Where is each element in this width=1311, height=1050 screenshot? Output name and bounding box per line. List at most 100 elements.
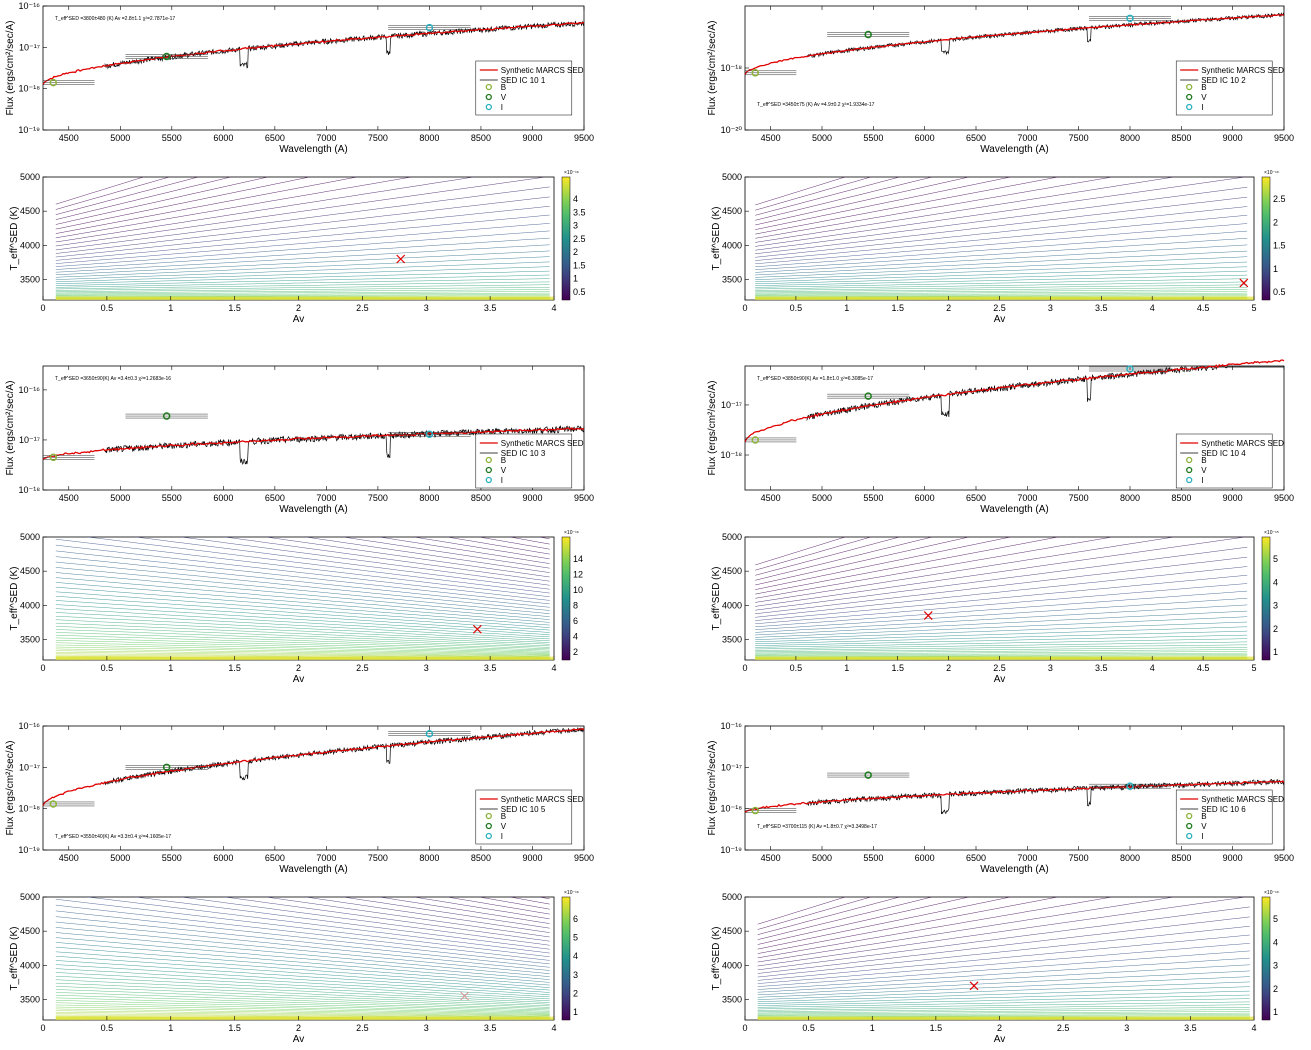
contour-line (55, 629, 550, 648)
contour-line (55, 294, 550, 297)
colorbar-exponent: ×10⁻¹⁶ (564, 170, 579, 176)
x-tick-label: 9500 (1274, 133, 1294, 143)
y-tick-label: 3500 (20, 635, 40, 645)
contour-line (757, 897, 1060, 954)
contour-line (55, 972, 550, 1000)
x-tick-label: 7500 (1069, 853, 1089, 863)
x-tick-label: 0.5 (790, 663, 803, 673)
colorbar-exponent: ×10⁻¹⁶ (564, 890, 579, 896)
y-axis-label: Flux (ergs/cm²/sec/A) (707, 20, 718, 115)
colorbar-tick-label: 2 (573, 247, 578, 257)
contour-line (755, 244, 1248, 273)
x-tick-label: 6500 (265, 133, 285, 143)
x-tick-label: 0.5 (101, 303, 114, 313)
contour-line (445, 897, 550, 915)
contour-line (755, 537, 1114, 599)
x-tick-label: 1 (870, 1023, 875, 1033)
photometry-point-B (751, 69, 760, 77)
x-tick-label: 0 (40, 1023, 45, 1033)
contour-line (757, 897, 1248, 967)
x-tick-label: 7500 (1069, 133, 1089, 143)
y-axis-label: Flux (ergs/cm²/sec/A) (707, 740, 718, 835)
colorbar-tick-label: 4 (573, 951, 578, 961)
y-tick-label: 10⁻²⁰ (721, 125, 743, 135)
contour-line (755, 655, 1248, 657)
x-tick-label: 6500 (966, 853, 986, 863)
contour-line (55, 644, 550, 655)
contour-line (55, 256, 550, 278)
x-tick-label: 2 (946, 663, 951, 673)
x-tick-label: 8500 (471, 133, 491, 143)
contour-line (755, 641, 1248, 650)
colorbar-tick-label: 2 (1273, 984, 1278, 994)
colorbar-tick-label: 14 (573, 554, 583, 564)
contour-line (55, 177, 311, 230)
photometry-point-B (751, 806, 760, 815)
x-tick-label: 8500 (471, 493, 491, 503)
contour-line (755, 256, 1248, 278)
contour-line (755, 626, 1248, 643)
contour-line (55, 287, 550, 293)
contour-line (55, 550, 550, 605)
y-tick-label: 4000 (20, 960, 40, 970)
contour-lines (757, 897, 1254, 1020)
x-tick-label: 3.5 (484, 663, 497, 673)
contour-line (755, 295, 1248, 297)
y-tick-label: 4000 (722, 600, 742, 610)
legend-I-label: I (1201, 103, 1203, 112)
contour-line (377, 897, 550, 924)
contour-line (757, 897, 971, 945)
contour-line (757, 1011, 1250, 1015)
contour-line (755, 177, 1012, 230)
y-tick-label: 10⁻¹⁶ (19, 1, 41, 11)
photometry-point-V (864, 30, 872, 39)
legend-B-swatch (485, 83, 492, 91)
contour-line (55, 205, 550, 258)
legend-B-label: B (501, 812, 506, 821)
y-axis-label: T_eff^SED (K) (9, 207, 20, 271)
contour-line (755, 616, 1248, 638)
x-tick-label: 7000 (316, 133, 336, 143)
x-tick-label: 0 (742, 1023, 747, 1033)
contour-line (55, 177, 200, 215)
contour-line (55, 650, 550, 657)
colorbar-tick-label: 1 (1273, 1007, 1278, 1017)
contour-line (755, 566, 1248, 618)
contour-line (55, 177, 548, 247)
x-tick-label: 4500 (761, 493, 781, 503)
x-tick-label: 3 (1048, 663, 1053, 673)
x-tick-label: 9500 (574, 133, 594, 143)
x-tick-label: 5000 (812, 493, 832, 503)
x-axis-label: Wavelength (A) (279, 504, 348, 515)
contour-line (755, 177, 872, 211)
colorbar (561, 896, 571, 1021)
contour-line (341, 897, 550, 929)
contour-line (55, 932, 550, 977)
contour-line (755, 287, 1248, 293)
legend-model-label: Synthetic MARCS SED (1201, 66, 1284, 75)
contour-line (55, 572, 550, 617)
contour-line (55, 595, 550, 631)
x-tick-label: 2 (946, 303, 951, 313)
contour-line (55, 261, 550, 280)
x-tick-label: 3.5 (1095, 663, 1108, 673)
colorbar-tick-label: 3 (573, 221, 578, 231)
contour-floor (757, 1016, 1254, 1020)
contour-floor (755, 296, 1254, 300)
contour-line (55, 1010, 550, 1017)
legend-B-swatch (1186, 83, 1193, 91)
contour-line (755, 634, 1248, 646)
contour-line (85, 537, 550, 594)
contour-line (264, 897, 550, 938)
contour-line (55, 982, 550, 1005)
x-tick-label: 5500 (863, 493, 883, 503)
legend-model-label: Synthetic MARCS SED (1201, 439, 1284, 448)
contour-line (55, 284, 550, 291)
contour-line (55, 561, 550, 611)
x-tick-label: 5000 (110, 493, 130, 503)
photometry-point-I (1126, 782, 1134, 790)
contour-line (55, 964, 550, 995)
colorbar-exponent: ×10⁻¹⁶ (564, 530, 579, 536)
y-tick-label: 3500 (20, 275, 40, 285)
